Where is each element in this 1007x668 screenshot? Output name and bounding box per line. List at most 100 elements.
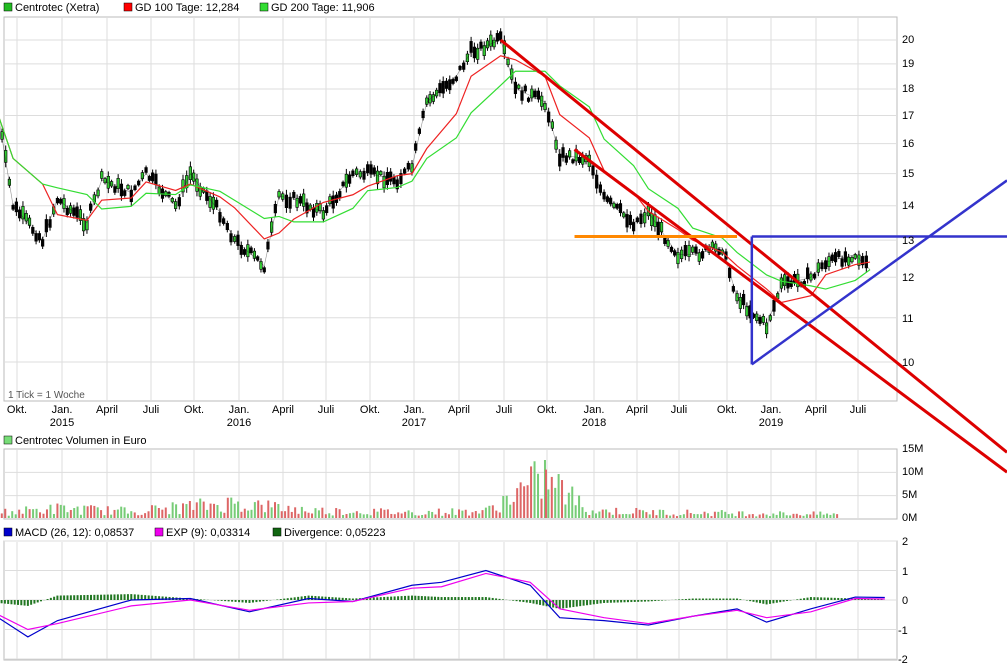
candle bbox=[520, 90, 524, 101]
divergence-bar bbox=[279, 599, 282, 600]
volume-bar bbox=[274, 502, 277, 518]
candle bbox=[731, 286, 735, 292]
divergence-bar bbox=[345, 598, 348, 600]
volume-panel bbox=[3, 448, 898, 520]
divergence-bar bbox=[661, 600, 664, 601]
candle bbox=[428, 94, 432, 104]
y-tick: 19 bbox=[902, 58, 914, 70]
divergence-bar bbox=[404, 595, 407, 600]
volume-bar bbox=[257, 500, 260, 518]
divergence-bar bbox=[245, 600, 248, 603]
volume-bar bbox=[342, 514, 345, 518]
volume-bar bbox=[335, 508, 338, 518]
volume-bar bbox=[247, 510, 250, 518]
divergence-bar bbox=[33, 600, 36, 604]
volume-bar bbox=[519, 482, 522, 518]
candle bbox=[526, 97, 531, 102]
candle bbox=[710, 241, 715, 248]
volume-bar bbox=[144, 513, 147, 518]
x-tick: Okt. bbox=[360, 404, 380, 416]
volume-bar bbox=[461, 510, 464, 518]
divergence-bar bbox=[39, 600, 42, 602]
candle bbox=[403, 168, 407, 174]
candle bbox=[615, 204, 619, 209]
volume-bar bbox=[782, 512, 785, 518]
candle bbox=[4, 150, 8, 163]
volume-bar bbox=[362, 514, 365, 518]
candle bbox=[351, 170, 355, 176]
volume-bar bbox=[7, 515, 10, 518]
legend-divergence: Divergence: 0,05223 bbox=[284, 527, 386, 539]
divergence-bar bbox=[217, 600, 220, 601]
divergence-bar bbox=[241, 600, 244, 603]
candle bbox=[37, 233, 41, 241]
volume-bar bbox=[474, 511, 477, 518]
volume-bar bbox=[338, 509, 341, 518]
volume-bar bbox=[540, 498, 543, 518]
volume-bar bbox=[584, 511, 587, 518]
divergence-bar bbox=[130, 594, 133, 600]
volume-bar bbox=[383, 509, 386, 518]
volume-bar bbox=[267, 500, 270, 518]
candle bbox=[321, 210, 325, 220]
divergence-bar bbox=[823, 597, 826, 600]
divergence-bar bbox=[189, 598, 192, 600]
candle bbox=[59, 198, 63, 204]
volume-bar bbox=[83, 505, 86, 518]
divergence-bar bbox=[603, 600, 606, 603]
candle bbox=[735, 293, 739, 302]
divergence-bar bbox=[120, 594, 123, 600]
candle bbox=[273, 204, 277, 214]
divergence-bar bbox=[126, 594, 129, 600]
divergence-bar bbox=[113, 594, 116, 600]
volume-bar bbox=[484, 507, 487, 518]
divergence-bar bbox=[826, 597, 829, 600]
volume-bar bbox=[478, 513, 481, 518]
candle bbox=[441, 81, 445, 94]
candle bbox=[540, 95, 544, 107]
volume-bar bbox=[192, 509, 195, 518]
candle bbox=[399, 173, 403, 185]
x-tick: Okt. bbox=[717, 404, 737, 416]
volume-bar bbox=[748, 514, 751, 518]
volume-bar bbox=[35, 508, 38, 518]
volume-bar bbox=[0, 513, 3, 518]
candle bbox=[462, 62, 466, 70]
divergence-bar bbox=[341, 597, 344, 600]
candle bbox=[392, 176, 396, 185]
volume-bar bbox=[348, 513, 351, 518]
candle bbox=[410, 163, 414, 173]
volume-bar bbox=[805, 514, 808, 518]
trendline bbox=[573, 148, 1007, 474]
volume-bar bbox=[106, 506, 109, 518]
candle bbox=[666, 240, 670, 247]
volume-bar bbox=[379, 508, 382, 518]
candle bbox=[639, 213, 643, 225]
candle bbox=[738, 297, 742, 309]
candle bbox=[632, 222, 636, 232]
volume-bar bbox=[502, 496, 505, 518]
candle bbox=[454, 76, 458, 82]
y-tick: 0M bbox=[902, 512, 917, 524]
volume-bar bbox=[263, 512, 266, 518]
volume-bar bbox=[28, 509, 31, 518]
divergence-bar bbox=[565, 600, 568, 608]
volume-bar bbox=[300, 506, 303, 518]
candle bbox=[564, 155, 568, 163]
candle bbox=[242, 249, 247, 255]
x-tick: Okt. bbox=[537, 404, 557, 416]
candle bbox=[816, 262, 820, 273]
candle bbox=[659, 222, 664, 233]
divergence-bar bbox=[779, 600, 782, 603]
volume-bar bbox=[110, 514, 113, 518]
volume-bar bbox=[417, 515, 420, 518]
legend-gd100: GD 100 Tage: 12,284 bbox=[135, 2, 239, 14]
volume-bar bbox=[658, 509, 661, 518]
volume-bar bbox=[618, 514, 621, 518]
divergence-bar bbox=[293, 597, 296, 600]
divergence-bar bbox=[599, 600, 602, 604]
volume-bar bbox=[822, 514, 825, 518]
x-tick: Jan. bbox=[584, 404, 605, 416]
divergence-bar bbox=[73, 595, 76, 600]
volume-bar bbox=[533, 461, 536, 518]
